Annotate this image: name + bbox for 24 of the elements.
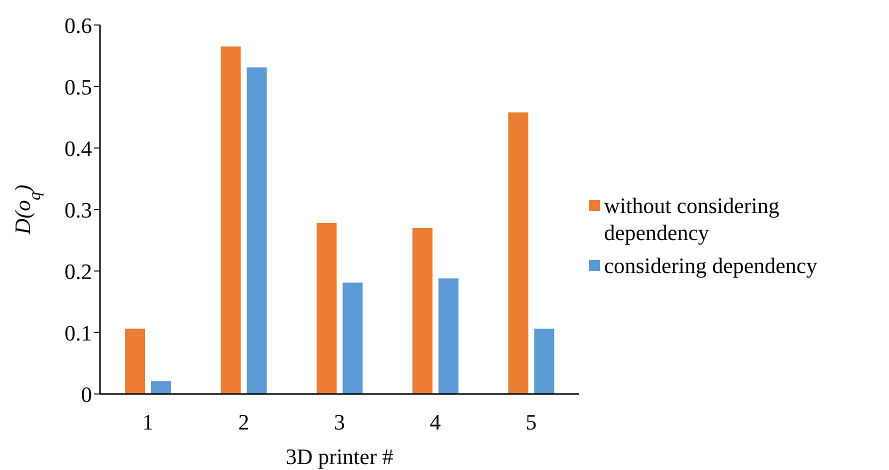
bar [151, 381, 171, 394]
y-tick-label: 0.1 [64, 320, 92, 346]
legend-label: considering dependency [604, 252, 818, 278]
bar [316, 223, 337, 394]
y-tick-label: 0.4 [64, 136, 92, 161]
x-axis-title: 3D printer # [286, 444, 394, 469]
bar [342, 282, 363, 394]
bar [125, 328, 145, 394]
y-tick-label: 0 [81, 382, 92, 407]
y-tick-label: 0.3 [64, 197, 92, 222]
x-tick-label: 5 [526, 410, 537, 435]
bar [534, 328, 554, 394]
x-tick-label: 4 [430, 410, 441, 435]
bar [220, 46, 241, 394]
x-tick-label: 2 [238, 410, 250, 435]
x-tick-label: 1 [142, 410, 154, 435]
x-tick-label: 3 [334, 410, 345, 435]
bar [412, 228, 432, 394]
y-tick-label: 0.2 [64, 258, 92, 284]
y-tick-label: 0.6 [64, 12, 92, 38]
y-tick-label: 0.5 [64, 74, 92, 100]
bar [508, 112, 528, 394]
bar [246, 67, 267, 394]
bar [438, 278, 458, 394]
